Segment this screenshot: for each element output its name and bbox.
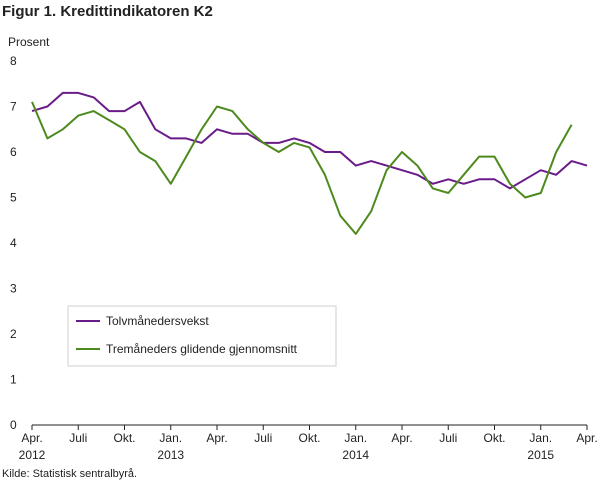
y-tick-label: 8 — [10, 54, 17, 68]
y-tick-label: 7 — [10, 100, 17, 114]
y-tick-label: 0 — [10, 418, 17, 432]
y-axis-ticks: 0 1 2 3 4 5 6 7 8 — [10, 54, 17, 432]
x-tick-label: Okt. — [113, 431, 135, 445]
x-tick-year: 2014 — [342, 448, 369, 462]
y-tick-label: 6 — [10, 145, 17, 159]
x-tick-label: Apr. — [206, 431, 227, 445]
x-tick-label: Okt. — [298, 431, 320, 445]
x-tick-year: 2015 — [527, 448, 554, 462]
x-tick-year: 2013 — [157, 448, 184, 462]
figure-title: Figur 1. Kredittindikatoren K2 — [2, 3, 213, 20]
y-tick-label: 5 — [10, 191, 17, 205]
x-tick-year: 2012 — [19, 448, 46, 462]
y-tick-label: 4 — [10, 236, 17, 250]
x-tick-label: Apr. — [391, 431, 412, 445]
x-tick-label: Okt. — [483, 431, 505, 445]
x-tick-label: Juli — [69, 431, 87, 445]
x-axis: Apr. 2012 Juli Okt. Jan. 2013 Apr. Juli Okt. Jan.… — [19, 424, 598, 462]
x-tick-label: Jan. — [529, 431, 552, 445]
series-lines — [31, 91, 588, 235]
x-tick-label: Juli — [254, 431, 272, 445]
series-line-2 — [31, 101, 573, 235]
y-axis-label: Prosent — [8, 35, 50, 49]
y-tick-label: 2 — [10, 327, 17, 341]
source-note: Kilde: Statistisk sentralbyrå. — [2, 468, 138, 480]
x-tick-label: Jan. — [344, 431, 367, 445]
x-tick-label: Apr. — [576, 431, 597, 445]
legend-box — [67, 305, 337, 367]
legend-label-2: Tremåneders glidende gjennomsnitt — [106, 342, 298, 356]
x-tick-label: Juli — [439, 431, 457, 445]
y-tick-label: 1 — [10, 373, 17, 387]
legend: Tolvmånedersvekst Tremåneders glidende gj… — [67, 305, 337, 367]
legend-label-1: Tolvmånedersvekst — [106, 314, 209, 328]
x-tick-label: Apr. — [21, 431, 42, 445]
series-line-1 — [31, 91, 588, 190]
y-tick-label: 3 — [10, 282, 17, 296]
x-tick-label: Jan. — [159, 431, 182, 445]
